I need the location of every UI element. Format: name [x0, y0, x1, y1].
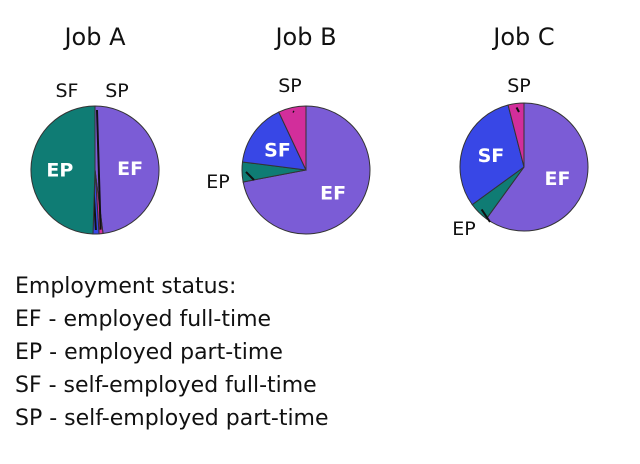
slice-label-sp: SP	[105, 80, 129, 102]
pie-slice-ep	[30, 105, 96, 235]
pie-slice-ef	[485, 102, 589, 232]
slice-label-sf: SF	[56, 80, 79, 102]
pie-chart-3: Job C EF EP SF SP	[452, 23, 589, 240]
legend: Employment status: EF - employed full-ti…	[15, 270, 329, 435]
pie-slice-sf	[241, 111, 307, 171]
pie-slice-sp	[507, 102, 525, 168]
chart-title: Job B	[273, 23, 336, 51]
leader-line-sp	[96, 109, 102, 230]
legend-item-ef: EF - employed full-time	[15, 307, 272, 332]
slice-label-ef: EF	[545, 168, 571, 190]
slice-label-ef: EF	[320, 182, 346, 204]
legend-item-sf: SF - self-employed full-time	[15, 373, 317, 398]
leader-line-ep	[480, 208, 491, 223]
slice-label-ep: EP	[452, 218, 475, 240]
slice-label-ef: EF	[117, 158, 143, 180]
chart-title: Job C	[491, 23, 554, 51]
slice-label-sf: SF	[478, 145, 505, 167]
pie-slice-sp	[278, 105, 307, 171]
slice-label-ep: EP	[206, 171, 229, 193]
pie-slice-sf	[459, 104, 525, 206]
legend-heading: Employment status:	[15, 274, 237, 299]
legend-item-sp: SP - self-employed part-time	[15, 406, 329, 431]
leader-line-sp	[292, 110, 295, 113]
pie-chart-1: Job A EF SP SF EP	[30, 23, 160, 235]
leader-line-sp	[515, 107, 520, 113]
pie-slice-ef	[94, 105, 160, 235]
slice-label-ep: EP	[46, 159, 73, 181]
leader-line-ep	[245, 171, 255, 181]
chart-title: Job A	[62, 23, 126, 51]
pie-chart-2: Job B EF EP SF SP	[206, 23, 371, 235]
legend-item-ep: EP - employed part-time	[15, 340, 283, 365]
slice-label-sp: SP	[507, 75, 531, 97]
slice-label-sp: SP	[278, 75, 302, 97]
pie-slice-ef	[242, 105, 371, 235]
pie-charts: Job A EF SP SF EP Job B EF EP SF SP Job C EF EP SF SP	[30, 23, 589, 240]
slice-label-sf: SF	[264, 139, 291, 161]
